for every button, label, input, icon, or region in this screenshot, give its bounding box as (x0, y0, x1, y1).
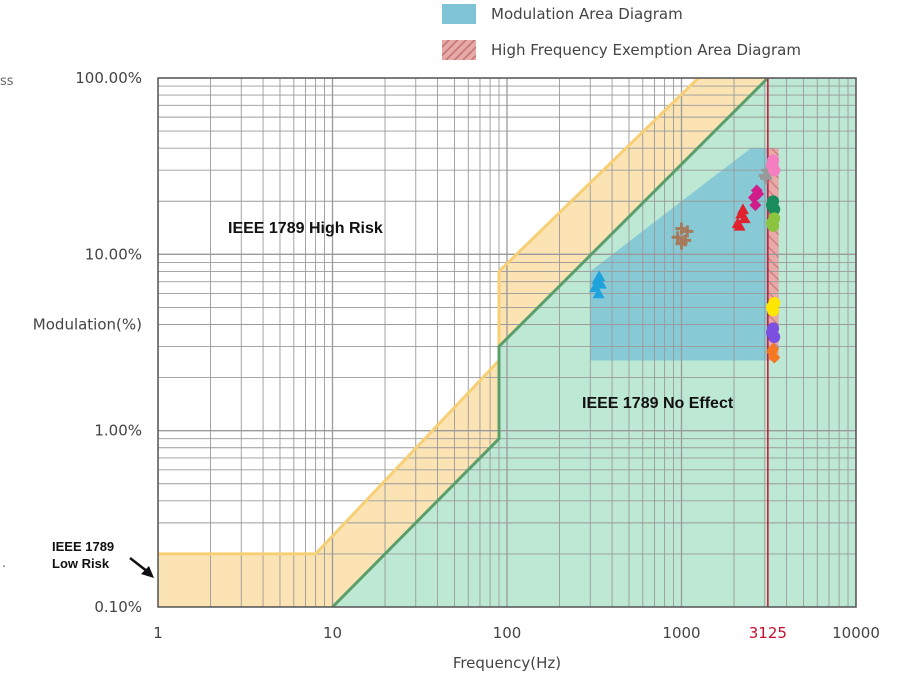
data-point (749, 199, 762, 212)
x-tick-label: 1 (153, 624, 163, 642)
x-axis-label: Frequency(Hz) (453, 654, 561, 672)
x-tick-label: 1000 (662, 624, 700, 642)
data-point (768, 164, 781, 177)
x-tick-label: 10000 (832, 624, 880, 642)
data-point (767, 322, 780, 335)
plot-frame (157, 77, 857, 608)
data-point (736, 203, 749, 215)
data-point (675, 237, 688, 250)
data-point (760, 172, 773, 185)
legend-swatch-exemption (442, 40, 476, 60)
data-point (593, 270, 606, 282)
data-point (767, 154, 780, 167)
x-tick-label: 100 (493, 624, 522, 642)
data-point (671, 231, 684, 244)
cut-off-text-mid: . (2, 556, 7, 571)
data-point (592, 287, 605, 299)
legend-label-modulation: Modulation Area Diagram (491, 5, 683, 23)
no-effect-label: IEEE 1789 No Effect (582, 395, 734, 412)
y-axis-label: Modulation(%) (33, 316, 142, 334)
no-effect-boundary-line (331, 78, 769, 607)
x-tick-label: 10 (323, 624, 342, 642)
data-point (733, 219, 746, 231)
data-point (738, 212, 751, 224)
data-point (768, 351, 781, 364)
y-tick-label: 10.00% (85, 245, 142, 263)
low-risk-label-line1: IEEE 1789 (52, 539, 114, 554)
high-risk-label: IEEE 1789 High Risk (228, 220, 383, 237)
legend-item-modulation: Modulation Area Diagram (442, 4, 683, 24)
legend-label-exemption: High Frequency Exemption Area Diagram (491, 41, 801, 59)
low-risk-arrow-line (129, 557, 149, 573)
data-point (767, 219, 780, 232)
low-risk-arrow-head (141, 566, 154, 578)
data-point (594, 277, 607, 289)
y-tick-label: 0.10% (94, 598, 142, 616)
data-point (767, 343, 780, 356)
y-tick-label: 100.00% (75, 69, 142, 87)
data-point (681, 225, 694, 238)
data-point (767, 195, 780, 208)
low-risk-label-line2: Low Risk (52, 556, 110, 571)
data-point (752, 187, 765, 200)
cut-off-text-top: ss (0, 74, 14, 89)
legend-item-exemption: High Frequency Exemption Area Diagram (442, 40, 801, 60)
data-point (767, 304, 780, 317)
legend-swatch-modulation (442, 4, 476, 24)
y-tick-label: 1.00% (94, 422, 142, 440)
x-tick-label: 3125 (749, 624, 787, 642)
